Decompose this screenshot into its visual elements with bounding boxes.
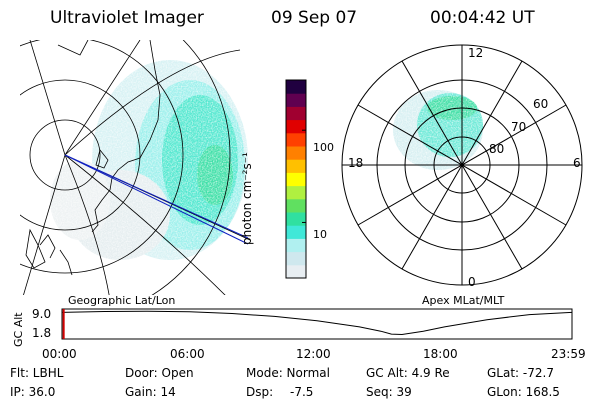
colorbar-band bbox=[286, 251, 306, 266]
colorbar-band bbox=[286, 93, 306, 107]
colorbar-band bbox=[286, 146, 306, 160]
colorbar-band bbox=[286, 238, 306, 253]
colorbar-band bbox=[286, 225, 306, 239]
status-glat: GLat: -72.7 bbox=[487, 366, 554, 380]
colorbar-band bbox=[286, 106, 306, 121]
status-gc-alt: GC Alt: 4.9 Re bbox=[366, 366, 450, 380]
mlt-label-12: 12 bbox=[468, 46, 484, 60]
status-dsp-label: Dsp: bbox=[246, 385, 274, 399]
altitude-series-line bbox=[61, 310, 572, 336]
status-filter: Flt: LBHL bbox=[10, 366, 64, 380]
time-tick-0600: 06:00 bbox=[170, 347, 205, 361]
colorbar-band bbox=[286, 198, 306, 213]
mlt-label-0: 0 bbox=[468, 275, 476, 289]
status-ip: IP: 36.0 bbox=[10, 385, 56, 399]
status-seq: Seq: 39 bbox=[366, 385, 412, 399]
instrument-title: Ultraviolet Imager bbox=[50, 8, 204, 28]
polar-caption: Apex MLat/MLT bbox=[422, 294, 505, 307]
time-label: 00:04:42 UT bbox=[430, 8, 535, 28]
lat-label-60: 60 bbox=[533, 97, 549, 111]
colorbar-band bbox=[286, 132, 306, 147]
status-glon: GLon: 168.5 bbox=[487, 385, 560, 399]
alt-tick-low: 1.8 bbox=[32, 326, 52, 340]
status-dsp-value: -7.5 bbox=[290, 385, 314, 399]
colorbar-band bbox=[286, 80, 306, 94]
colorbar-band bbox=[286, 159, 306, 173]
time-tick-0000: 00:00 bbox=[42, 347, 77, 361]
colorbar-tick-100: 100 bbox=[313, 141, 334, 154]
status-gain: Gain: 14 bbox=[125, 385, 176, 399]
geo-caption: Geographic Lat/Lon bbox=[68, 294, 176, 307]
alt-tick-high: 9.0 bbox=[32, 307, 52, 321]
date-label: 09 Sep 07 bbox=[271, 8, 358, 28]
status-mode: Mode: Normal bbox=[246, 366, 330, 380]
colorbar-band bbox=[286, 172, 306, 187]
colorbar-band bbox=[286, 264, 306, 279]
time-tick-2359: 23:59 bbox=[551, 347, 586, 361]
mlt-label-18: 18 bbox=[348, 156, 364, 170]
colorbar-band bbox=[286, 185, 306, 200]
colorbar-border bbox=[285, 79, 307, 279]
status-door: Door: Open bbox=[125, 366, 194, 380]
mlt-label-6: 6 bbox=[573, 156, 581, 170]
colorbar-band bbox=[286, 212, 306, 226]
colorbar-band bbox=[286, 119, 306, 134]
lat-label-80: 80 bbox=[489, 142, 505, 156]
lat-label-70: 70 bbox=[511, 120, 527, 134]
colorbar-tick-10: 10 bbox=[313, 228, 327, 241]
time-tick-1200: 12:00 bbox=[296, 347, 331, 361]
time-tick-1800: 18:00 bbox=[423, 347, 458, 361]
